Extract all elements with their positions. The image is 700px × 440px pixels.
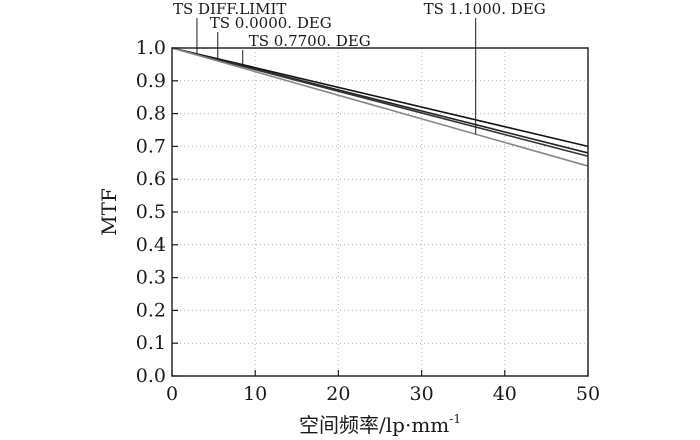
mtf-series-line-1 [171, 47, 589, 148]
x-tick-label: 40 [493, 383, 517, 405]
series-label: TS 0.0000. DEG [210, 14, 332, 32]
x-tick-label: 50 [576, 383, 600, 405]
y-tick-label: 0.9 [136, 70, 166, 92]
x-tick-label: 0 [166, 383, 178, 405]
series-label: TS 0.7700. DEG [249, 32, 371, 50]
series-layer [171, 47, 589, 167]
y-tick-label: 0.8 [136, 103, 166, 125]
y-tick-label: 0.5 [136, 201, 166, 223]
series-label: TS DIFF.LIMIT [173, 0, 286, 18]
x-tick-label: 30 [410, 383, 434, 405]
x-tick-label: 10 [243, 383, 267, 405]
y-tick-label: 0.7 [136, 135, 166, 157]
mtf-series-line-4 [171, 47, 589, 167]
y-tick-label: 0.4 [136, 234, 166, 256]
y-tick-label: 1.0 [136, 37, 166, 59]
y-tick-label: 0.3 [136, 267, 166, 289]
series-label: TS 1.1000. DEG [424, 0, 546, 18]
y-tick-label: 0.1 [136, 332, 166, 354]
mtf-series-line-3 [171, 47, 589, 158]
x-axis-title: 空间频率/lp·mm-1 [299, 412, 461, 437]
y-tick-label: 0.2 [136, 299, 166, 321]
grid-layer [172, 48, 588, 376]
tick-layer: 0 10 20 30 40 50 0.0 0.1 0.2 0.3 0.4 0.5 0.6 0.7 0.8 0.… [136, 37, 600, 405]
y-tick-label: 0.0 [136, 365, 166, 387]
y-tick-label: 0.6 [136, 168, 166, 190]
x-tick-label: 20 [326, 383, 350, 405]
y-axis-title: MTF [97, 188, 121, 236]
